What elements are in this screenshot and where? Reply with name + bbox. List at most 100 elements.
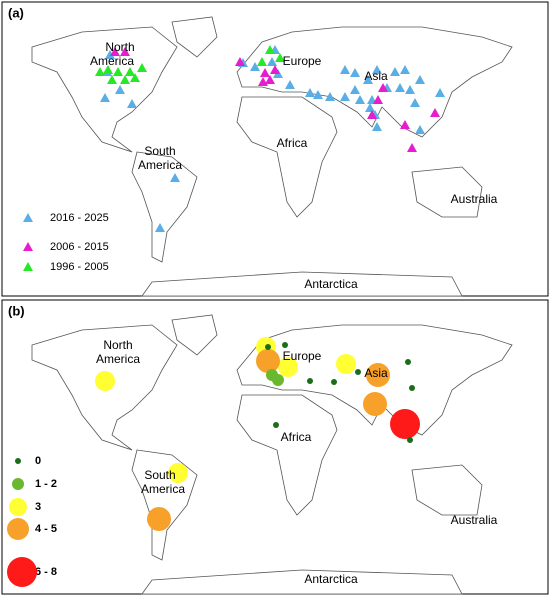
marker bbox=[137, 63, 147, 72]
region-label: Australia bbox=[451, 192, 498, 206]
marker bbox=[15, 458, 21, 464]
marker bbox=[168, 463, 188, 483]
marker bbox=[95, 67, 105, 76]
marker bbox=[110, 47, 120, 56]
marker bbox=[130, 73, 140, 82]
legend-label: 4 - 5 bbox=[35, 523, 57, 535]
marker bbox=[390, 409, 420, 439]
marker bbox=[23, 242, 33, 251]
marker bbox=[378, 83, 388, 92]
region-label: America bbox=[90, 54, 134, 68]
marker bbox=[409, 385, 415, 391]
marker bbox=[410, 98, 420, 107]
marker bbox=[400, 65, 410, 74]
panel-b bbox=[1, 299, 549, 595]
marker bbox=[23, 213, 33, 222]
marker bbox=[120, 75, 130, 84]
marker bbox=[313, 90, 323, 99]
legend-label: 3 bbox=[35, 501, 41, 513]
marker bbox=[430, 108, 440, 117]
panel-label: (a) bbox=[8, 5, 24, 20]
region-label: Australia bbox=[451, 513, 498, 527]
legend-label: 2016 - 2025 bbox=[50, 212, 109, 224]
marker bbox=[372, 122, 382, 131]
marker bbox=[340, 92, 350, 101]
legend-label: 0 bbox=[35, 455, 41, 467]
region-label: Europe bbox=[283, 349, 322, 363]
region-label: Europe bbox=[283, 54, 322, 68]
marker bbox=[366, 363, 390, 387]
marker bbox=[275, 53, 285, 62]
marker bbox=[307, 378, 313, 384]
marker bbox=[367, 110, 377, 119]
legend-label: 6 - 8 bbox=[35, 566, 57, 578]
panel-label: (b) bbox=[8, 303, 25, 318]
marker bbox=[147, 507, 171, 531]
marker bbox=[170, 173, 180, 182]
region-label: America bbox=[96, 352, 140, 366]
marker bbox=[7, 557, 37, 587]
marker bbox=[107, 75, 117, 84]
marker bbox=[340, 65, 350, 74]
region-label: Africa bbox=[281, 430, 312, 444]
marker bbox=[415, 75, 425, 84]
marker bbox=[265, 45, 275, 54]
marker bbox=[305, 88, 315, 97]
marker bbox=[155, 223, 165, 232]
marker bbox=[336, 354, 356, 374]
marker bbox=[372, 65, 382, 74]
marker bbox=[267, 57, 277, 66]
marker bbox=[373, 95, 383, 104]
legend-label: 2006 - 2015 bbox=[50, 241, 109, 253]
marker bbox=[260, 68, 270, 77]
marker bbox=[125, 67, 135, 76]
marker bbox=[100, 93, 110, 102]
panel-a bbox=[1, 1, 549, 297]
region-label: Antarctica bbox=[304, 572, 358, 586]
marker bbox=[273, 422, 279, 428]
region-label: Asia bbox=[364, 69, 388, 83]
marker bbox=[325, 92, 335, 101]
region-label: North bbox=[105, 40, 134, 54]
marker bbox=[350, 85, 360, 94]
marker bbox=[127, 99, 137, 108]
marker bbox=[355, 369, 361, 375]
marker bbox=[12, 478, 24, 490]
marker bbox=[272, 374, 284, 386]
marker bbox=[407, 143, 417, 152]
marker bbox=[120, 47, 130, 56]
marker bbox=[278, 357, 298, 377]
region-label: South bbox=[144, 144, 175, 158]
marker bbox=[258, 77, 268, 86]
marker bbox=[250, 62, 260, 71]
marker bbox=[95, 371, 115, 391]
marker bbox=[256, 349, 280, 373]
marker bbox=[115, 85, 125, 94]
marker bbox=[365, 103, 375, 112]
marker bbox=[9, 498, 27, 516]
marker bbox=[363, 75, 373, 84]
marker bbox=[390, 67, 400, 76]
marker bbox=[282, 342, 288, 348]
marker bbox=[23, 262, 33, 271]
marker bbox=[415, 125, 425, 134]
marker bbox=[265, 344, 271, 350]
marker bbox=[113, 67, 123, 76]
marker bbox=[331, 379, 337, 385]
marker bbox=[355, 95, 365, 104]
legend-label: 1996 - 2005 bbox=[50, 261, 109, 273]
legend-label: 1 - 2 bbox=[35, 478, 57, 490]
marker bbox=[363, 392, 387, 416]
marker bbox=[235, 57, 245, 66]
region-label: Antarctica bbox=[304, 277, 358, 291]
region-label: South bbox=[144, 468, 175, 482]
marker bbox=[435, 88, 445, 97]
marker bbox=[265, 75, 275, 84]
marker bbox=[270, 65, 280, 74]
marker bbox=[395, 83, 405, 92]
marker bbox=[407, 437, 413, 443]
marker bbox=[105, 50, 115, 59]
region-label: America bbox=[141, 482, 185, 496]
